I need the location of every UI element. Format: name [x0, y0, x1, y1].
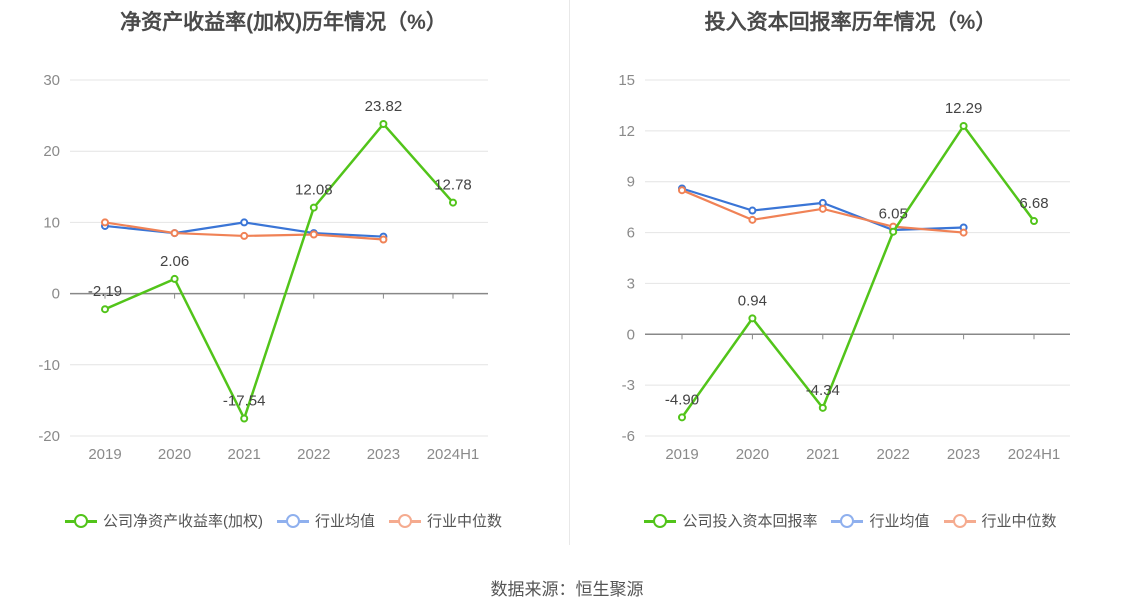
roic-chart-panel: 投入资本回报率历年情况（%） -6 -3 0 3 6 9 12 15 2019 2020 2021 2… [567, 0, 1134, 550]
legend-item-company-roe[interactable]: 公司净资产收益率(加权) [64, 510, 263, 531]
data-point-company [818, 403, 827, 412]
data-point-avg [240, 218, 249, 227]
roe-chart-title: 净资产收益率(加权)历年情况（%） [120, 11, 447, 34]
data-point-company [379, 120, 388, 129]
x-tick-label: 2022 [877, 446, 910, 463]
data-point-median [101, 218, 109, 227]
x-tick-label: 2023 [367, 446, 400, 463]
y-tick-label: 9 [627, 174, 635, 191]
data-point-avg [748, 206, 757, 215]
legend-symbol-company [64, 513, 97, 529]
data-point-company [170, 274, 179, 283]
roic-chart-title: 投入资本回报率历年情况（%） [704, 11, 997, 34]
x-tick-label: 2022 [297, 446, 330, 463]
roic-chart-plot: -6 -3 0 3 6 9 12 15 2019 2020 2021 2022 2023 2024H1 -4… [618, 72, 1070, 463]
legend-symbol-avg [831, 513, 864, 529]
data-point-company [1030, 217, 1038, 226]
legend-label-median: 行业中位数 [427, 513, 503, 530]
legend-symbol-median [943, 513, 976, 529]
y-tick-label: -6 [622, 428, 635, 445]
data-point-median [959, 228, 968, 237]
panel-divider [569, 0, 570, 545]
x-tick-label: 2024H1 [1008, 446, 1061, 463]
y-tick-label: -20 [38, 428, 60, 445]
data-label: 2.06 [160, 253, 189, 270]
data-label: 12.78 [434, 177, 472, 194]
data-point-company [889, 227, 898, 236]
legend-marker [840, 513, 855, 528]
x-tick-label: 2021 [228, 446, 261, 463]
x-tick-label: 2020 [158, 446, 191, 463]
legend-symbol-company [644, 513, 677, 529]
x-tick-label: 2021 [806, 446, 839, 463]
x-tick-label: 2020 [736, 446, 769, 463]
data-point-company [449, 198, 457, 207]
data-point-median [240, 231, 249, 240]
data-label: -17.54 [223, 392, 266, 409]
y-tick-label: 3 [627, 275, 635, 292]
data-label: 6.05 [879, 206, 908, 223]
data-point-company [240, 414, 249, 423]
legend-item-industry-median[interactable]: 行业中位数 [389, 510, 502, 531]
y-tick-label: 12 [618, 123, 635, 140]
data-label: -4.90 [665, 391, 699, 408]
data-label: 12.29 [945, 100, 983, 117]
legend-marker [285, 513, 300, 528]
data-label: -4.34 [806, 382, 840, 399]
data-label: 12.08 [295, 182, 333, 199]
data-label: 0.94 [738, 292, 767, 309]
x-tick-label: 2019 [665, 446, 698, 463]
legend-symbol-avg [276, 513, 309, 529]
data-source-label: 数据来源：恒生聚源 [490, 580, 644, 599]
data-point-median [748, 215, 757, 224]
legend-item-industry-median[interactable]: 行业中位数 [943, 510, 1057, 531]
series-line-company [104, 122, 454, 422]
x-tick-label: 2019 [88, 446, 121, 463]
legend-marker [952, 513, 967, 528]
legend-symbol-median [389, 513, 421, 529]
legend-item-industry-avg[interactable]: 行业均值 [831, 510, 930, 531]
data-point-median [818, 204, 827, 213]
y-tick-label: 6 [627, 225, 635, 242]
data-point-company [101, 305, 109, 314]
data-point-company [678, 413, 686, 422]
roic-chart-legend: 公司投入资本回报率 行业均值 行业中位数 [567, 510, 1134, 531]
y-tick-label: 0 [627, 326, 635, 343]
roe-chart-plot: -20 -10 0 10 20 30 2019 2020 2021 2022 2023 2024H1 -… [38, 72, 488, 463]
y-tick-label: 20 [43, 143, 60, 160]
y-tick-label: 0 [52, 286, 60, 303]
series-line-company [680, 123, 1036, 419]
x-tick-label: 2023 [947, 446, 980, 463]
data-label: -2.19 [88, 283, 122, 300]
data-point-median [678, 186, 686, 195]
legend-label-company: 公司投入资本回报率 [682, 513, 818, 530]
roe-chart-legend: 公司净资产收益率(加权) 行业均值 行业中位数 [0, 510, 567, 531]
data-point-median [379, 235, 388, 244]
legend-item-company-roic[interactable]: 公司投入资本回报率 [644, 510, 817, 531]
legend-marker [73, 513, 88, 528]
legend-label-avg: 行业均值 [869, 513, 930, 530]
data-point-median [170, 229, 179, 238]
y-tick-label: 15 [618, 72, 635, 89]
data-point-company [748, 314, 757, 323]
legend-label-avg: 行业均值 [314, 513, 375, 530]
y-tick-label: 30 [43, 72, 60, 89]
y-tick-label: -3 [622, 377, 635, 394]
data-point-company [959, 121, 968, 130]
legend-label-median: 行业中位数 [981, 513, 1057, 530]
y-tick-label: 10 [43, 214, 60, 231]
legend-item-industry-avg[interactable]: 行业均值 [276, 510, 375, 531]
x-tick-label: 2024H1 [427, 446, 480, 463]
legend-marker [653, 513, 668, 528]
legend-label-company: 公司净资产收益率(加权) [102, 513, 263, 530]
y-tick-label: -10 [38, 357, 60, 374]
data-label: 23.82 [365, 98, 403, 115]
roe-chart-panel: 净资产收益率(加权)历年情况（%） -20 -10 0 10 20 30 2019 2020 2… [0, 0, 567, 550]
legend-marker [398, 513, 412, 528]
data-point-company [309, 203, 318, 212]
data-label: 6.68 [1019, 195, 1048, 212]
data-point-median [309, 230, 318, 239]
